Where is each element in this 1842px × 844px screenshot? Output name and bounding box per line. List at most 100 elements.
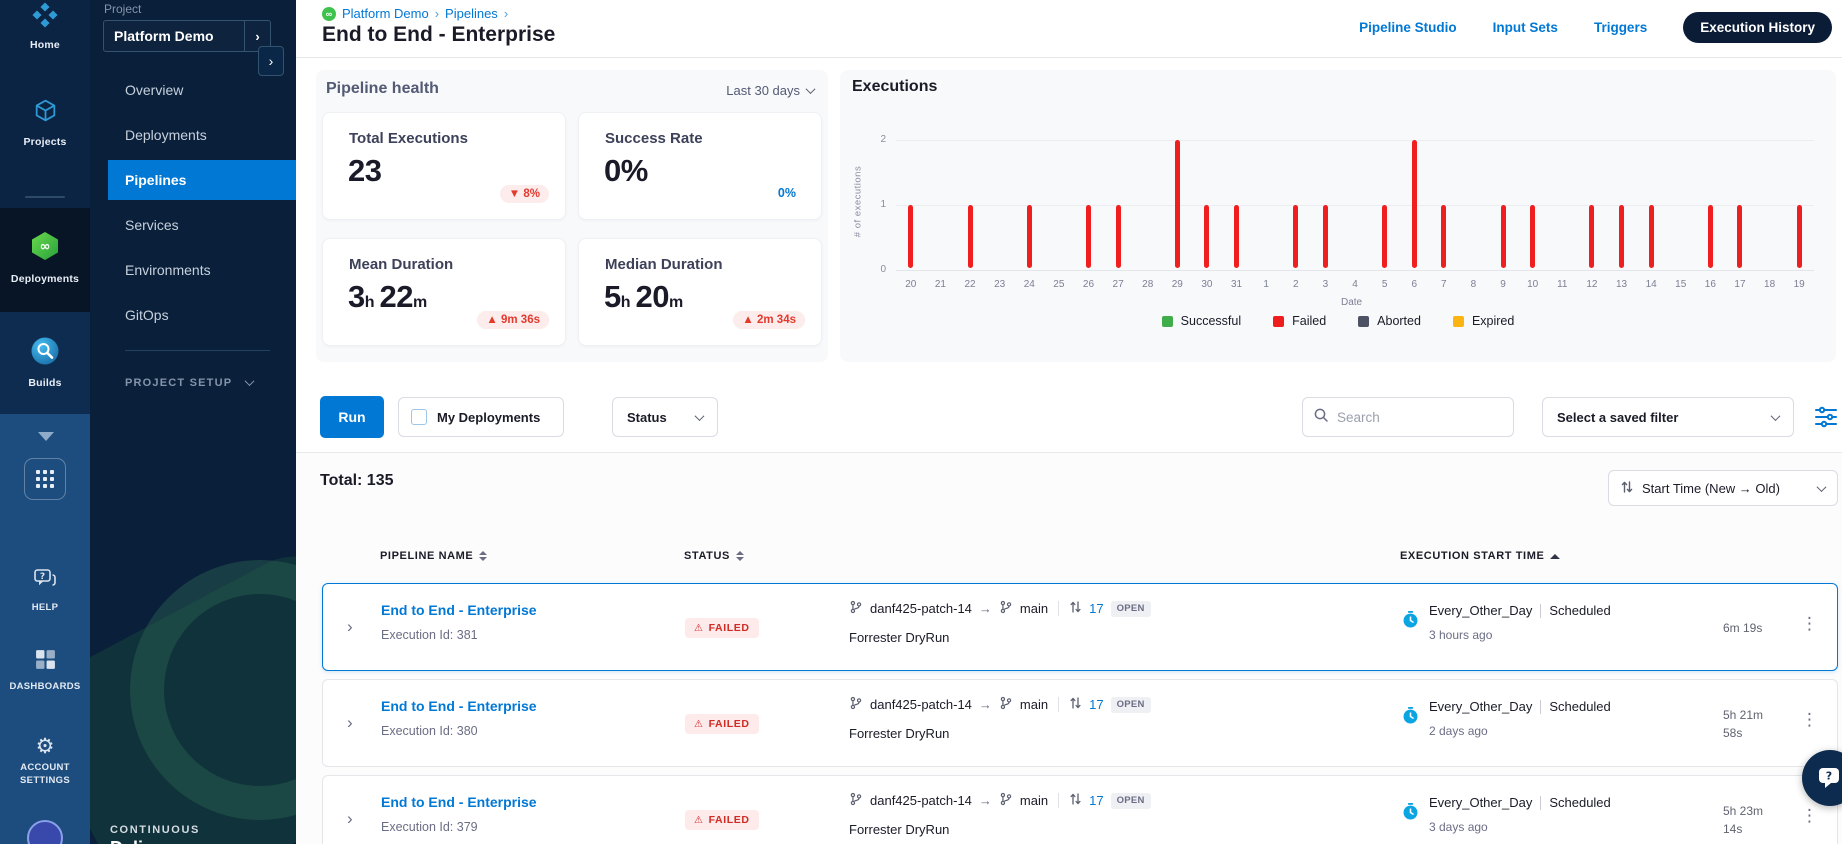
project-selector[interactable]: Platform Demo › (103, 20, 271, 52)
nav-item-pipelines[interactable]: Pipelines (108, 160, 296, 200)
tab-triggers[interactable]: Triggers (1593, 20, 1648, 35)
sidebar-item-help[interactable]: ? HELP (0, 566, 90, 613)
execution-row[interactable]: › End to End - Enterprise Execution Id: … (322, 679, 1838, 767)
chevron-down-icon (1816, 481, 1827, 492)
chart-axis (896, 205, 1814, 206)
collapse-modules-chevron-icon[interactable] (38, 432, 54, 441)
my-deployments-label: My Deployments (437, 409, 541, 425)
filter-sliders-icon[interactable] (1814, 406, 1838, 433)
target-branch[interactable]: main (1019, 601, 1049, 616)
started-time: 3 hours ago (1429, 628, 1493, 642)
legend-swatch (1273, 315, 1285, 327)
chart-axis: 0 (880, 264, 886, 275)
time-range-dropdown[interactable]: Last 30 days (726, 83, 816, 98)
status-dropdown[interactable]: Status (612, 397, 718, 437)
sidebar-item-dashboards[interactable]: DASHBOARDS (0, 648, 90, 692)
project-setup-toggle[interactable]: PROJECT SETUP (125, 368, 255, 398)
executions-bar-chart: # of executions 0 1 2 20 21 22 23 24 25 26 27 28 29 3… (850, 108, 1826, 314)
nav-item-environments[interactable]: Environments (125, 262, 211, 278)
scheduled-trigger-icon (1401, 706, 1420, 730)
my-deployments-checkbox[interactable] (411, 409, 427, 425)
home-icon (0, 2, 90, 33)
run-button[interactable]: Run (320, 396, 384, 438)
breadcrumb-pipelines-link[interactable]: Pipelines (445, 6, 498, 21)
pipeline-name-link[interactable]: End to End - Enterprise (381, 698, 537, 714)
source-branch[interactable]: danf425-patch-14 (870, 697, 972, 712)
chart-axis: 10 (1527, 279, 1539, 290)
tab-input-sets[interactable]: Input Sets (1492, 20, 1558, 35)
expand-row-chevron-icon[interactable]: › (347, 713, 353, 732)
pr-number-link[interactable]: 17 (1089, 793, 1104, 808)
mean-duration-card: Mean Duration 3h 22m ▲ 9m 36s (322, 238, 566, 346)
row-menu-kebab-icon[interactable]: ⋮ (1801, 710, 1818, 729)
module-grid-button[interactable] (24, 458, 66, 500)
pr-state-badge: OPEN (1110, 792, 1151, 809)
search-icon (1313, 407, 1329, 428)
execution-row[interactable]: › End to End - Enterprise Execution Id: … (322, 775, 1838, 844)
pr-state-badge: OPEN (1110, 696, 1151, 713)
row-menu-kebab-icon[interactable]: ⋮ (1801, 806, 1818, 825)
pr-number-link[interactable]: 17 (1089, 697, 1104, 712)
chart-axis: 19 (1793, 279, 1805, 290)
sidebar-item-account-settings[interactable]: ⚙ ACCOUNT SETTINGS (0, 736, 90, 787)
sidebar-item-deployments[interactable]: ∞ Deployments (0, 230, 90, 285)
chart-axis: 24 (1023, 279, 1035, 290)
tab-execution-history[interactable]: Execution History (1683, 12, 1832, 43)
chart-bar (1085, 205, 1091, 268)
chart-bar (1411, 140, 1417, 268)
section-divider (296, 452, 1842, 453)
column-execution-start-time[interactable]: EXECUTION START TIME (1400, 550, 1561, 562)
chart-axis: 16 (1704, 279, 1716, 290)
pipeline-name-link[interactable]: End to End - Enterprise (381, 794, 537, 810)
svg-text:?: ? (40, 572, 45, 582)
sidebar-item-builds[interactable]: Builds (0, 336, 90, 389)
total-executions-card: Total Executions 23 ▼ 8% (322, 112, 566, 220)
sidebar-collapse-button[interactable]: › (258, 46, 284, 76)
search-input[interactable] (1337, 409, 1514, 425)
pipeline-health-panel: Pipeline health Last 30 days Total Execu… (316, 70, 828, 362)
expand-row-chevron-icon[interactable]: › (347, 809, 353, 828)
execution-row[interactable]: › End to End - Enterprise Execution Id: … (322, 583, 1838, 671)
nav-item-deployments[interactable]: Deployments (125, 127, 207, 143)
nav-item-gitops[interactable]: GitOps (125, 307, 169, 323)
row-menu-kebab-icon[interactable]: ⋮ (1801, 614, 1818, 633)
nav-item-overview[interactable]: Overview (125, 82, 184, 98)
expand-row-chevron-icon[interactable]: › (347, 617, 353, 636)
chart-axis: 13 (1615, 279, 1628, 290)
nav-item-services[interactable]: Services (125, 217, 179, 233)
sidebar-item-home[interactable]: Home (0, 2, 90, 51)
tab-pipeline-studio[interactable]: Pipeline Studio (1359, 20, 1457, 35)
sidebar-item-projects[interactable]: Projects (0, 98, 90, 148)
page-header: ∞ Platform Demo › Pipelines › End to End -… (296, 0, 1842, 58)
source-branch[interactable]: danf425-patch-14 (870, 601, 972, 616)
project-name: Platform Demo (114, 28, 214, 44)
pr-number-link[interactable]: 17 (1089, 601, 1104, 616)
saved-filter-dropdown[interactable]: Select a saved filter (1542, 397, 1794, 437)
sort-dropdown[interactable]: Start Time (New → Old) (1608, 470, 1838, 506)
chart-axis: 27 (1112, 279, 1124, 290)
run-detail: Forrester DryRun (849, 630, 950, 645)
breadcrumb-project-link[interactable]: Platform Demo (342, 6, 429, 21)
card-label: Mean Duration (349, 256, 454, 273)
chart-axis: 18 (1764, 279, 1776, 290)
chart-axis: 20 (905, 279, 917, 290)
source-branch[interactable]: danf425-patch-14 (870, 793, 972, 808)
target-branch[interactable]: main (1019, 697, 1049, 712)
chart-axis: 2 (880, 134, 886, 145)
main-content: ∞ Platform Demo › Pipelines › End to End -… (296, 0, 1842, 844)
column-pipeline-name[interactable]: PIPELINE NAME (380, 550, 488, 562)
git-branch-icon (999, 600, 1013, 617)
sort-icon (735, 551, 744, 561)
user-avatar[interactable] (27, 820, 63, 844)
column-status[interactable]: STATUS (684, 550, 744, 562)
run-detail: Forrester DryRun (849, 822, 950, 837)
pipeline-name-link[interactable]: End to End - Enterprise (381, 602, 537, 618)
chart-bar (1619, 205, 1625, 268)
trend-badge: ▼ 8% (499, 185, 549, 203)
branch-info: danf425-patch-14 → main 17 OPEN (849, 600, 1151, 617)
chart-axis: 17 (1734, 279, 1746, 290)
target-branch[interactable]: main (1019, 793, 1049, 808)
my-deployments-filter[interactable]: My Deployments (398, 397, 564, 437)
support-chat-button[interactable]: ? (1802, 750, 1842, 806)
chart-axis: 14 (1645, 279, 1657, 290)
